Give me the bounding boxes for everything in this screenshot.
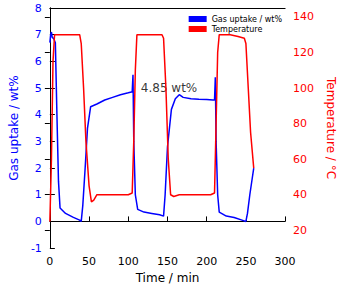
svg-text:Temperature: Temperature [211,25,263,34]
svg-text:-1: -1 [31,242,42,255]
svg-text:20: 20 [293,224,307,237]
svg-text:Gas uptake / wt%: Gas uptake / wt% [212,15,283,24]
svg-text:0: 0 [35,215,42,228]
svg-text:50: 50 [82,255,96,268]
svg-text:8: 8 [35,2,42,15]
svg-text:100: 100 [293,82,314,95]
svg-text:0: 0 [46,255,53,268]
svg-text:80: 80 [293,117,307,130]
svg-text:1: 1 [35,188,42,201]
svg-text:140: 140 [293,10,314,23]
svg-text:4.85 wt%: 4.85 wt% [141,81,197,95]
svg-text:6: 6 [35,55,42,68]
svg-text:2: 2 [35,162,42,175]
svg-text:150: 150 [157,255,178,268]
svg-text:250: 250 [235,255,256,268]
svg-text:100: 100 [118,255,139,268]
svg-text:40: 40 [293,188,307,201]
svg-text:60: 60 [293,153,307,166]
svg-text:7: 7 [35,28,42,41]
svg-text:120: 120 [293,46,314,59]
svg-text:200: 200 [196,255,217,268]
svg-text:4: 4 [35,108,42,121]
svg-text:5: 5 [35,82,42,95]
svg-text:3: 3 [35,135,42,148]
svg-text:Time / min: Time / min [135,271,200,285]
svg-text:Gas uptake / wt%: Gas uptake / wt% [7,75,21,181]
svg-text:300: 300 [275,255,296,268]
svg-text:Temperature / °C: Temperature / °C [324,76,338,179]
